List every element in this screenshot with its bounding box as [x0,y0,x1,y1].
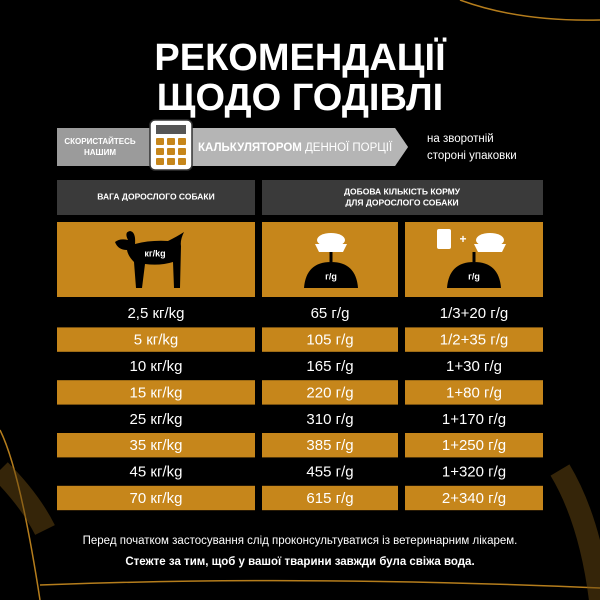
row-cell-bg [405,380,543,405]
banner-prefix: НАШИМ [84,148,116,157]
table-cell: 35 кг/kg [130,437,183,454]
row-cell-bg [405,327,543,352]
icon-label: кг/kg [144,248,165,258]
row-cell-bg [262,433,398,458]
table-cell: 10 кг/kg [130,358,183,375]
title-line: РЕКОМЕНДАЦІЇ [154,36,447,79]
title-line: ЩОДО ГОДІВЛІ [157,77,443,119]
table-cell: 385 г/g [306,437,353,454]
header-text: ВАГА ДОРОСЛОГО СОБАКИ [97,191,214,201]
row-cell-bg [57,433,255,458]
table-cell: 1+250 г/g [442,437,506,454]
banner-highlight [192,128,408,166]
table-cell: 15 кг/kg [130,384,183,401]
row-cell-bg [262,327,398,352]
table-cell: 1/3+20 г/g [440,305,508,322]
table-cell: 2,5 кг/kg [127,305,184,322]
table-cell: 65 г/g [311,305,350,322]
table-rows: 2,5 кг/kg 65 г/g 1/3+20 г/g 5 кг/kg 105 г/g 1… [57,305,543,511]
header-text: ДЛЯ ДОРОСЛОГО СОБАКИ [345,197,458,207]
table-cell: 70 кг/kg [130,490,183,507]
footer-text: Перед початком застосування слід проконс… [83,535,518,547]
footer-text: Стежте за тим, щоб у вашої тварини завжд… [125,556,474,568]
decor-curve [39,579,600,589]
decor-curve [459,0,600,21]
row-cell-bg [262,380,398,405]
scale-icon [437,229,506,288]
row-cell-bg [405,485,543,511]
table-cell: 455 г/g [306,464,353,481]
table-cell: 220 г/g [306,384,353,401]
banner-note: на зворотній [427,133,494,145]
banner-highlight-bold: КАЛЬКУЛЯТОРОМ [198,142,302,154]
banner-highlight-rest: ДЕННОЇ ПОРЦІЇ [305,142,393,154]
banner-note: стороні упаковки [427,150,517,162]
icon-label: г/g [325,271,337,281]
table-cell: 2+340 г/g [442,490,506,507]
table-cell: 25 кг/kg [130,411,183,428]
table-cell: 1+80 г/g [446,384,502,401]
table-cell: 5 кг/kg [134,332,179,349]
decor-curve [550,464,600,600]
row-cell-bg [57,327,255,352]
calculator-icon [149,119,193,171]
decor-curve [0,462,55,536]
table-cell: 1/2+35 г/g [440,332,508,349]
table-cell: 615 г/g [306,490,353,507]
icon-plus: + [459,232,466,246]
table-cell: 165 г/g [306,358,353,375]
row-cell-bg [405,433,543,458]
header-cell [262,180,543,215]
scale-icon [304,233,358,288]
row-cell-bg [262,485,398,511]
row-cell-bg [57,380,255,405]
table-cell: 1+320 г/g [442,464,506,481]
table-cell: 45 кг/kg [130,464,183,481]
header-text: ДОБОВА КІЛЬКІСТЬ КОРМУ [344,186,461,196]
table-cell: 105 г/g [306,332,353,349]
dog-icon [115,231,184,288]
header-cell [57,180,255,215]
icon-label: г/g [468,271,480,281]
banner-prefix: СКОРИСТАЙТЕСЬ [64,137,135,146]
table-cell: 1+170 г/g [442,411,506,428]
table-cell: 1+30 г/g [446,358,502,375]
row-cell-bg [57,485,255,511]
table-cell: 310 г/g [306,411,353,428]
